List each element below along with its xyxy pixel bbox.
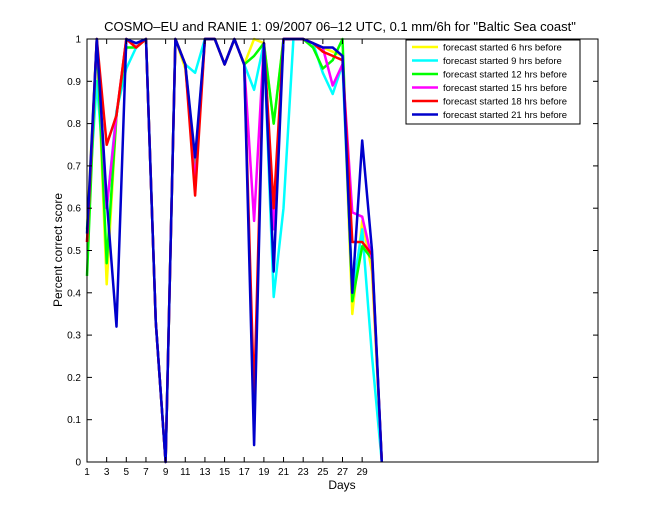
y-tick-label: 0 — [75, 458, 81, 469]
y-tick-label: 0.5 — [67, 246, 81, 257]
x-tick-label: 29 — [357, 467, 369, 478]
x-tick-label: 21 — [278, 467, 290, 478]
x-tick-label: 23 — [298, 467, 310, 478]
x-tick-label: 5 — [124, 467, 130, 478]
series-line-2 — [85, 37, 384, 464]
x-tick-label: 9 — [163, 467, 169, 478]
y-tick-label: 0.4 — [67, 288, 81, 299]
legend-box — [405, 39, 581, 125]
x-tick-label: 19 — [258, 467, 270, 478]
legend-label: forecast started 6 hrs before — [443, 43, 562, 54]
series-line-3 — [85, 37, 384, 464]
series-line-4 — [85, 37, 384, 464]
legend-label: forecast started 21 hrs before — [443, 110, 567, 121]
x-tick-label: 27 — [337, 467, 349, 478]
x-tick-label: 15 — [219, 467, 231, 478]
y-tick-label: 0.8 — [67, 119, 81, 130]
axis-ticks: 1 3 5 7 9 11 13 15 17 19 21 23 25 27 2900.10.20.30.40.… — [67, 35, 598, 478]
x-tick-label: 3 — [104, 467, 110, 478]
x-tick-label: 13 — [199, 467, 211, 478]
x-tick-label: 25 — [317, 467, 329, 478]
x-tick-label: 1 — [84, 467, 90, 478]
legend-label: forecast started 12 hrs before — [443, 70, 567, 81]
y-tick-label: 0.3 — [67, 331, 81, 342]
series-line-1 — [85, 37, 384, 464]
y-tick-label: 0.9 — [67, 77, 81, 88]
chart-title: COSMO–EU and RANIE 1: 09/2007 06–12 UTC,… — [104, 19, 576, 34]
y-tick-label: 0.7 — [67, 161, 81, 172]
y-axis-label: Percent correct score — [51, 193, 65, 307]
legend-label: forecast started 15 hrs before — [443, 83, 567, 94]
y-tick-label: 0.6 — [67, 204, 81, 215]
legend-label: forecast started 9 hrs before — [443, 56, 562, 67]
series-line-6 — [85, 37, 384, 464]
x-tick-label: 17 — [239, 467, 251, 478]
x-tick-label: 11 — [180, 467, 191, 478]
series-line-5 — [85, 37, 384, 464]
series-layer — [85, 37, 384, 464]
x-axis-label: Days — [328, 478, 355, 492]
y-tick-label: 0.2 — [67, 373, 81, 384]
x-tick-label: 7 — [143, 467, 149, 478]
legend-label: forecast started 18 hrs before — [443, 97, 567, 108]
y-tick-label: 0.1 — [67, 415, 81, 426]
legend: forecast started 6 hrs before forecast st… — [405, 39, 581, 125]
y-tick-label: 1 — [75, 35, 81, 46]
